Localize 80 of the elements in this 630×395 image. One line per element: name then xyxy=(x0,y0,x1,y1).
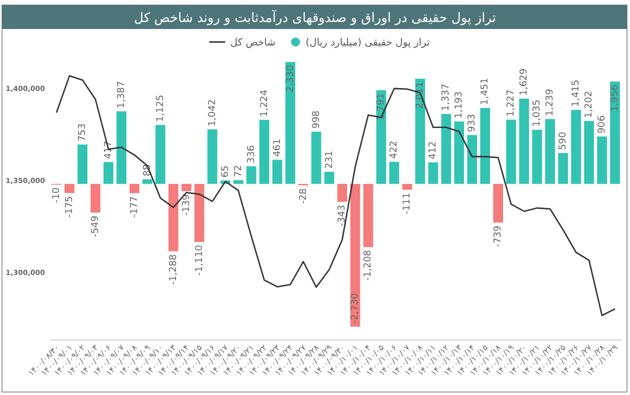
data-label: 1,956 xyxy=(610,84,621,112)
data-label: 1,042 xyxy=(206,99,218,126)
bar xyxy=(584,121,594,184)
bar xyxy=(64,184,74,194)
bar xyxy=(337,184,348,202)
data-label: 1,239 xyxy=(544,88,556,116)
data-label: 72 xyxy=(232,165,244,178)
data-label: -2,730 xyxy=(350,293,361,324)
data-label: -175 xyxy=(64,196,75,218)
bar xyxy=(428,162,438,184)
data-label: -1,110 xyxy=(194,244,205,276)
bar xyxy=(480,108,490,184)
data-label: 590 xyxy=(558,132,569,150)
bar xyxy=(259,120,270,184)
data-label: 1,125 xyxy=(154,94,166,122)
data-label: 336 xyxy=(246,145,257,164)
bar xyxy=(363,184,374,248)
data-label: -177 xyxy=(128,196,140,218)
data-label: 231 xyxy=(324,150,335,169)
bar xyxy=(78,144,88,184)
bar xyxy=(402,184,412,190)
bar xyxy=(493,184,504,223)
data-label: 461 xyxy=(272,138,283,157)
bar xyxy=(104,162,114,184)
data-label: 1,337 xyxy=(440,84,452,111)
data-label: 998 xyxy=(310,110,322,129)
bar xyxy=(571,110,581,184)
data-label: -343 xyxy=(336,204,348,226)
data-label: 2,330 xyxy=(284,65,296,92)
data-label: 65 xyxy=(220,165,231,178)
data-label: 1,224 xyxy=(258,90,270,117)
bar xyxy=(415,78,426,184)
data-label: -10 xyxy=(50,187,62,203)
bar xyxy=(441,114,452,184)
bar xyxy=(246,166,256,184)
bar xyxy=(389,162,400,184)
data-label: 1,629 xyxy=(518,68,530,96)
bar xyxy=(272,160,282,184)
data-label: 1,227 xyxy=(506,90,517,117)
data-label: 753 xyxy=(76,123,88,142)
data-label: 1,202 xyxy=(584,90,595,118)
bar xyxy=(467,135,478,184)
data-label: -739 xyxy=(492,226,504,248)
bar xyxy=(90,184,100,213)
bar xyxy=(532,130,542,184)
bar xyxy=(506,120,516,184)
bar xyxy=(454,121,464,184)
chart-title: تراز پول حقیقی در اوراق و صندوقهای درآمدثابت و روند شاخص کل xyxy=(134,9,496,26)
data-label: 906 xyxy=(596,115,608,134)
data-label: -111 xyxy=(402,192,413,214)
bar xyxy=(311,132,322,184)
data-label: 1,035 xyxy=(532,100,543,127)
bar xyxy=(116,111,126,184)
data-label: -1,208 xyxy=(362,250,374,281)
bar xyxy=(558,153,568,184)
bar xyxy=(194,184,204,242)
data-label: 412 xyxy=(428,141,439,160)
data-label: 933 xyxy=(466,114,478,132)
bar xyxy=(155,125,166,184)
data-label: 1,415 xyxy=(570,80,582,107)
bar xyxy=(597,136,607,184)
legend-label: تراز پول حقیقی (میلیارد ریال) xyxy=(306,38,430,48)
bar xyxy=(142,179,152,184)
data-label: -549 xyxy=(90,216,101,238)
data-label: 422 xyxy=(388,140,400,159)
bar xyxy=(233,180,244,184)
bar xyxy=(610,82,620,184)
bar xyxy=(168,184,178,252)
data-label: 1,193 xyxy=(454,91,465,118)
legend-label: شاخص کل xyxy=(230,38,276,48)
data-label: 1,451 xyxy=(480,78,491,105)
bar xyxy=(324,172,334,184)
bar xyxy=(181,184,192,192)
data-label: 1,387 xyxy=(116,81,127,108)
data-label: -28 xyxy=(298,188,309,204)
bar xyxy=(129,184,140,194)
bar xyxy=(519,98,530,184)
bar xyxy=(545,119,555,184)
data-label: -1,288 xyxy=(168,254,179,285)
bar xyxy=(207,129,218,184)
